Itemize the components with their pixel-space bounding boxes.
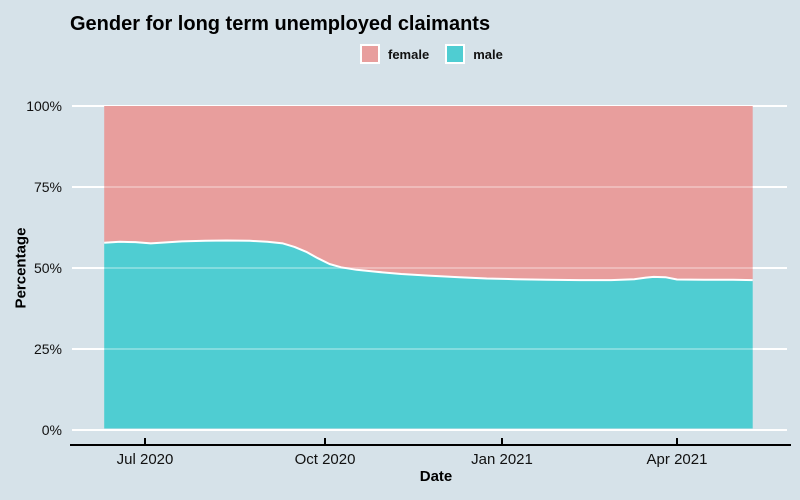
y-tick-75: 75% <box>33 179 62 195</box>
chart-title: Gender for long term unemployed claimant… <box>70 13 491 35</box>
gridline-overlay <box>104 186 753 350</box>
male-area <box>104 240 753 429</box>
x-tick-apr-2021: Apr 2021 <box>646 451 708 468</box>
female-area <box>104 106 753 281</box>
x-axis-title: Date <box>419 468 453 485</box>
x-tick-jan-2021: Jan 2021 <box>471 451 533 468</box>
y-tick-50: 50% <box>33 260 62 276</box>
legend-label-male: male <box>473 46 503 62</box>
x-axis-ticks <box>144 438 678 445</box>
legend-label-female: female <box>388 46 430 62</box>
legend-swatch-female <box>360 44 380 64</box>
male-female-boundary-line <box>104 239 753 282</box>
x-tick-oct-2020: Oct 2020 <box>294 451 356 468</box>
legend: female male <box>360 44 511 64</box>
y-tick-25: 25% <box>33 341 62 357</box>
x-tick-jul-2020: Jul 2020 <box>116 451 174 468</box>
y-axis-title: Percentage <box>12 227 30 309</box>
y-tick-0: 0% <box>41 422 62 438</box>
legend-swatch-male <box>445 44 466 64</box>
y-tick-100: 100% <box>26 98 62 114</box>
